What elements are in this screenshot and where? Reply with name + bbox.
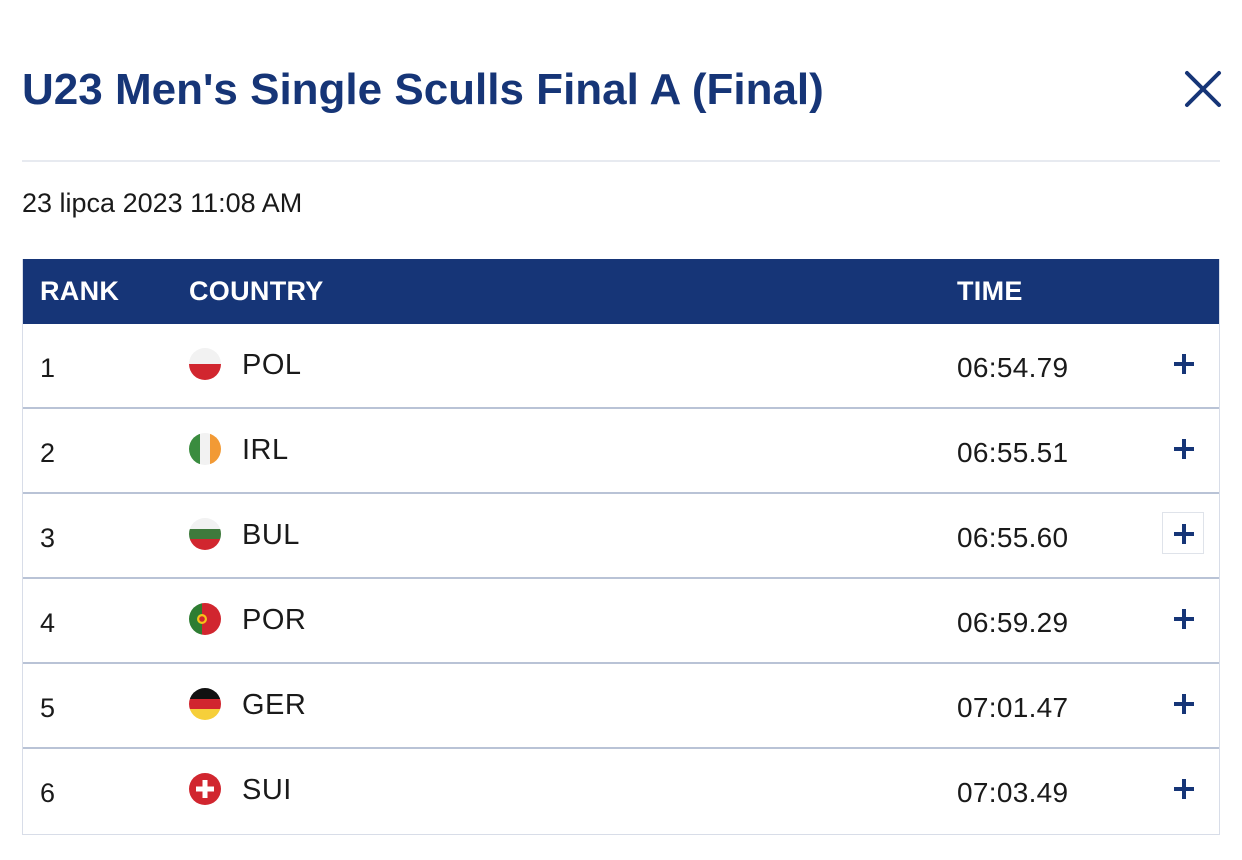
rank-cell: 4 [40,608,56,638]
expand-row-button[interactable] [1162,427,1204,469]
rank-cell: 1 [40,353,56,383]
close-button[interactable] [1184,70,1222,108]
bulgaria-flag-icon [189,518,221,550]
plus-icon [1174,354,1194,374]
race-date: 23 lipca 2023 11:08 AM [22,188,303,218]
table-row: 6 SUI 07:03.49 [23,749,1219,834]
table-row: 1 POL 06:54.79 [23,324,1219,409]
germany-flag-icon [189,688,221,720]
country-cell: BUL [242,519,300,551]
column-header-rank: RANK [40,276,120,306]
plus-icon [1174,524,1194,544]
poland-flag-icon [189,348,221,380]
table-row: 5 GER 07:01.47 [23,664,1219,749]
expand-row-button[interactable] [1162,767,1204,809]
expand-row-button[interactable] [1162,597,1204,639]
close-icon [1185,71,1221,107]
plus-icon [1174,439,1194,459]
expand-row-button[interactable] [1162,512,1204,554]
column-header-time: TIME [957,276,1023,306]
portugal-flag-icon [189,603,221,635]
modal-title: U23 Men's Single Sculls Final A (Final) [22,65,824,114]
time-cell: 06:55.51 [957,437,1069,468]
time-cell: 07:03.49 [957,777,1069,808]
time-cell: 06:54.79 [957,352,1069,383]
table-header: RANK COUNTRY TIME [23,259,1219,324]
rank-cell: 3 [40,523,56,553]
table-row: 2 IRL 06:55.51 [23,409,1219,494]
time-cell: 06:55.60 [957,522,1069,553]
country-cell: POR [242,604,307,636]
expand-row-button[interactable] [1162,342,1204,384]
table-row: 4 POR 06:59.29 [23,579,1219,664]
country-cell: POL [242,349,302,381]
rank-cell: 2 [40,438,56,468]
country-cell: GER [242,689,307,721]
rank-cell: 5 [40,693,56,723]
rank-cell: 6 [40,778,56,808]
expand-row-button[interactable] [1162,682,1204,724]
country-cell: IRL [242,434,289,466]
time-cell: 07:01.47 [957,692,1069,723]
modal-header: U23 Men's Single Sculls Final A (Final) [22,58,1222,122]
plus-icon [1174,694,1194,714]
ireland-flag-icon [189,433,221,465]
table-row: 3 BUL 06:55.60 [23,494,1219,579]
time-cell: 06:59.29 [957,607,1069,638]
switzerland-flag-icon [189,773,221,805]
header-divider [22,160,1220,162]
plus-icon [1174,779,1194,799]
country-cell: SUI [242,774,292,806]
plus-icon [1174,609,1194,629]
column-header-country: COUNTRY [189,276,324,306]
results-table: RANK COUNTRY TIME 1 POL 06:54.79 2 [22,259,1220,835]
